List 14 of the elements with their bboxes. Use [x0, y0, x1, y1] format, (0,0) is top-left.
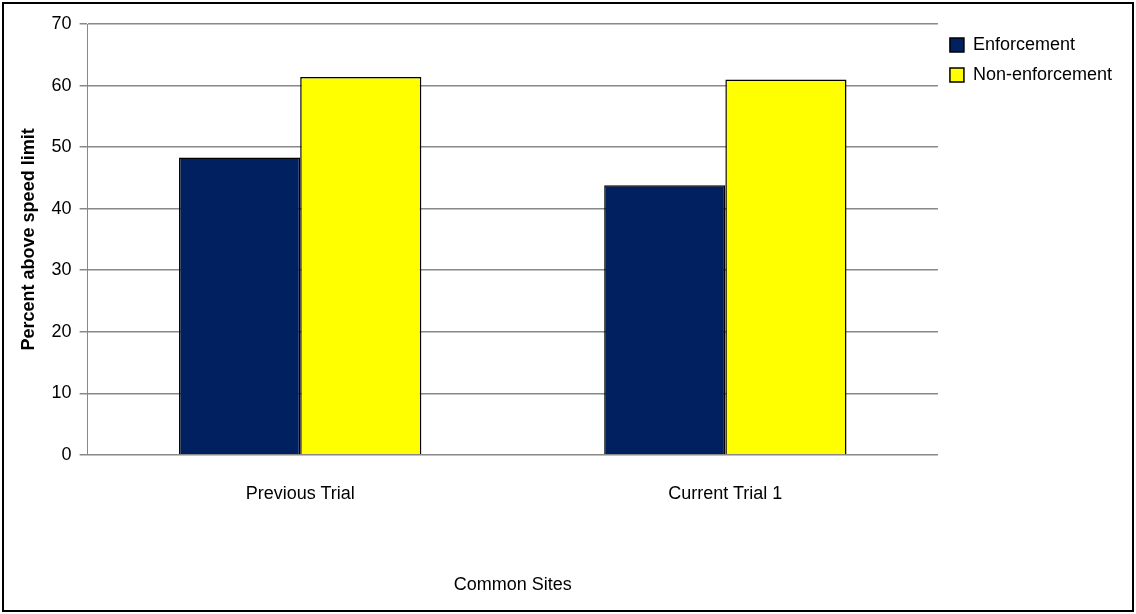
y-tick-label: 70 — [51, 12, 72, 33]
legend-label: Enforcement — [972, 33, 1075, 54]
y-tick-label: 30 — [51, 259, 72, 280]
legend-label: Non-enforcement — [972, 63, 1113, 84]
y-tick-label: 60 — [51, 74, 72, 95]
x-axis-title: Common Sites — [453, 574, 572, 595]
x-tick-label: Previous Trial — [245, 482, 355, 503]
x-tick-label: Current Trial 1 — [668, 482, 783, 503]
y-axis-title: Percent above speed limit — [17, 128, 38, 351]
y-tick-label: 0 — [61, 443, 72, 464]
y-tick-label: 40 — [51, 197, 72, 218]
y-tick-label: 20 — [51, 320, 72, 341]
y-tick-label: 50 — [51, 136, 72, 157]
y-tick-label: 10 — [51, 382, 72, 403]
